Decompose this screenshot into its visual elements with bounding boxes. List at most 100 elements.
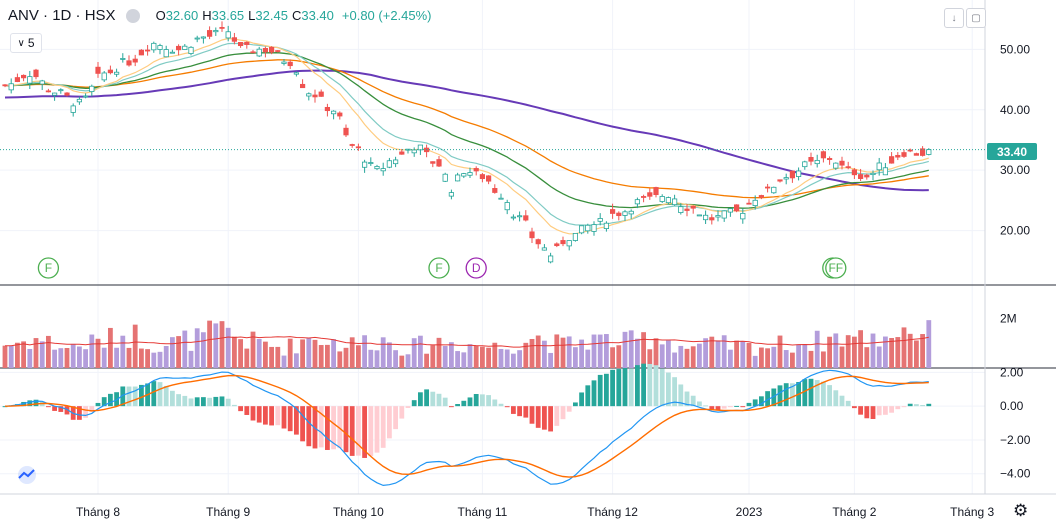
candle-body: [194, 37, 200, 40]
candle: [213, 27, 219, 36]
macd-histogram-bar: [653, 365, 659, 407]
candle: [76, 96, 82, 105]
volume-bar: [666, 340, 671, 368]
candle: [820, 150, 827, 163]
macd-histogram-bar: [33, 399, 39, 407]
candle-body: [206, 30, 213, 37]
fullscreen-icon[interactable]: ▢: [966, 8, 986, 28]
volume-bar: [318, 345, 324, 368]
candle-body: [213, 30, 219, 33]
candle-body: [473, 168, 479, 172]
candle-body: [913, 153, 920, 156]
candle: [814, 154, 820, 168]
candle: [665, 196, 672, 205]
candle: [752, 195, 758, 210]
candle-body: [33, 69, 39, 78]
high-label: H: [202, 8, 212, 23]
macd-histogram-bar: [523, 406, 529, 418]
candle: [386, 157, 393, 169]
down-arrow-icon[interactable]: ↓: [944, 8, 964, 28]
candle-body: [541, 247, 548, 251]
candle-body: [231, 37, 237, 42]
candle: [690, 205, 696, 214]
volume-bar: [709, 336, 715, 368]
candle-body: [740, 212, 746, 220]
candle: [765, 183, 771, 193]
volume-bar: [783, 350, 789, 368]
candle-body: [83, 95, 89, 98]
candle: [864, 173, 870, 180]
macd-histogram-bar: [746, 402, 752, 407]
volume-bar: [907, 333, 913, 368]
volume-bar: [839, 346, 845, 368]
macd-histogram-bar: [368, 406, 374, 456]
axis-labels: 20.00 30.00 40.00 50.00 2M 2.00 0.00 −2.00 −4.00…: [76, 42, 1031, 519]
volume-bar: [46, 335, 51, 368]
candle: [324, 103, 331, 117]
candle: [349, 143, 355, 148]
time-tick-label: Tháng 11: [457, 505, 507, 519]
volume-bar: [517, 350, 522, 368]
candle: [504, 199, 510, 215]
candle-body: [312, 94, 318, 98]
volume-bar: [8, 345, 14, 368]
candle-body: [337, 112, 343, 117]
candle-body: [89, 85, 95, 92]
time-tick-label: Tháng 8: [76, 505, 120, 519]
candle-body: [579, 225, 585, 234]
candle: [901, 149, 907, 158]
tradingview-logo-icon[interactable]: [14, 466, 40, 484]
volume-bar: [678, 345, 684, 368]
candle: [858, 168, 864, 182]
time-tick-label: Tháng 10: [333, 505, 384, 519]
macd-histogram-bar: [690, 395, 696, 407]
macd-histogram-bar: [802, 379, 808, 407]
volume-bar: [449, 342, 454, 368]
candle-body: [703, 214, 709, 221]
volume-bar: [777, 335, 783, 368]
macd-histogram-bar: [895, 406, 901, 410]
macd-histogram-bar: [473, 394, 479, 407]
macd-histogram-bar: [356, 406, 361, 456]
macd-histogram-bar: [349, 406, 355, 456]
event-circle: [428, 257, 450, 279]
macd-histogram-bar: [287, 406, 293, 432]
price-tick-label: 40.00: [1000, 103, 1030, 117]
volume-bar: [653, 338, 659, 368]
candle-body: [889, 156, 895, 164]
volume-bar: [554, 334, 560, 368]
candle: [219, 21, 225, 32]
candle: [399, 148, 405, 155]
macd-line: [4, 369, 929, 487]
macd-tick-label: 2.00: [1000, 365, 1024, 379]
macd-histogram-bar: [27, 400, 33, 407]
candle: [318, 89, 324, 97]
indicators-toggle-button[interactable]: ∨ 5: [10, 33, 42, 53]
volume-tick-label: 2M: [1000, 311, 1017, 325]
candle: [622, 209, 628, 222]
candle-body: [188, 46, 194, 54]
macd-histogram-bar: [399, 406, 405, 419]
event-label: FF: [828, 261, 843, 275]
candle-body: [771, 186, 777, 194]
candle: [27, 70, 33, 90]
gear-icon[interactable]: ⚙: [1013, 501, 1029, 520]
candle-body: [368, 162, 374, 164]
candle-body: [436, 159, 442, 167]
time-tick-label: Tháng 9: [206, 505, 250, 519]
candle: [45, 88, 52, 93]
symbol-title[interactable]: ANV · 1D · HSX: [8, 7, 116, 24]
macd-histogram-bar: [467, 397, 473, 407]
candle: [696, 214, 703, 217]
macd-histogram-bar: [306, 406, 312, 447]
event-label: F: [435, 261, 442, 275]
candle-body: [634, 199, 641, 205]
candle-body: [237, 42, 244, 47]
candle-body: [808, 157, 814, 162]
time-tick-label: Tháng 12: [587, 505, 638, 519]
candle-body: [876, 162, 882, 171]
candle: [882, 162, 889, 176]
candle: [306, 92, 312, 101]
candle-body: [399, 151, 405, 155]
